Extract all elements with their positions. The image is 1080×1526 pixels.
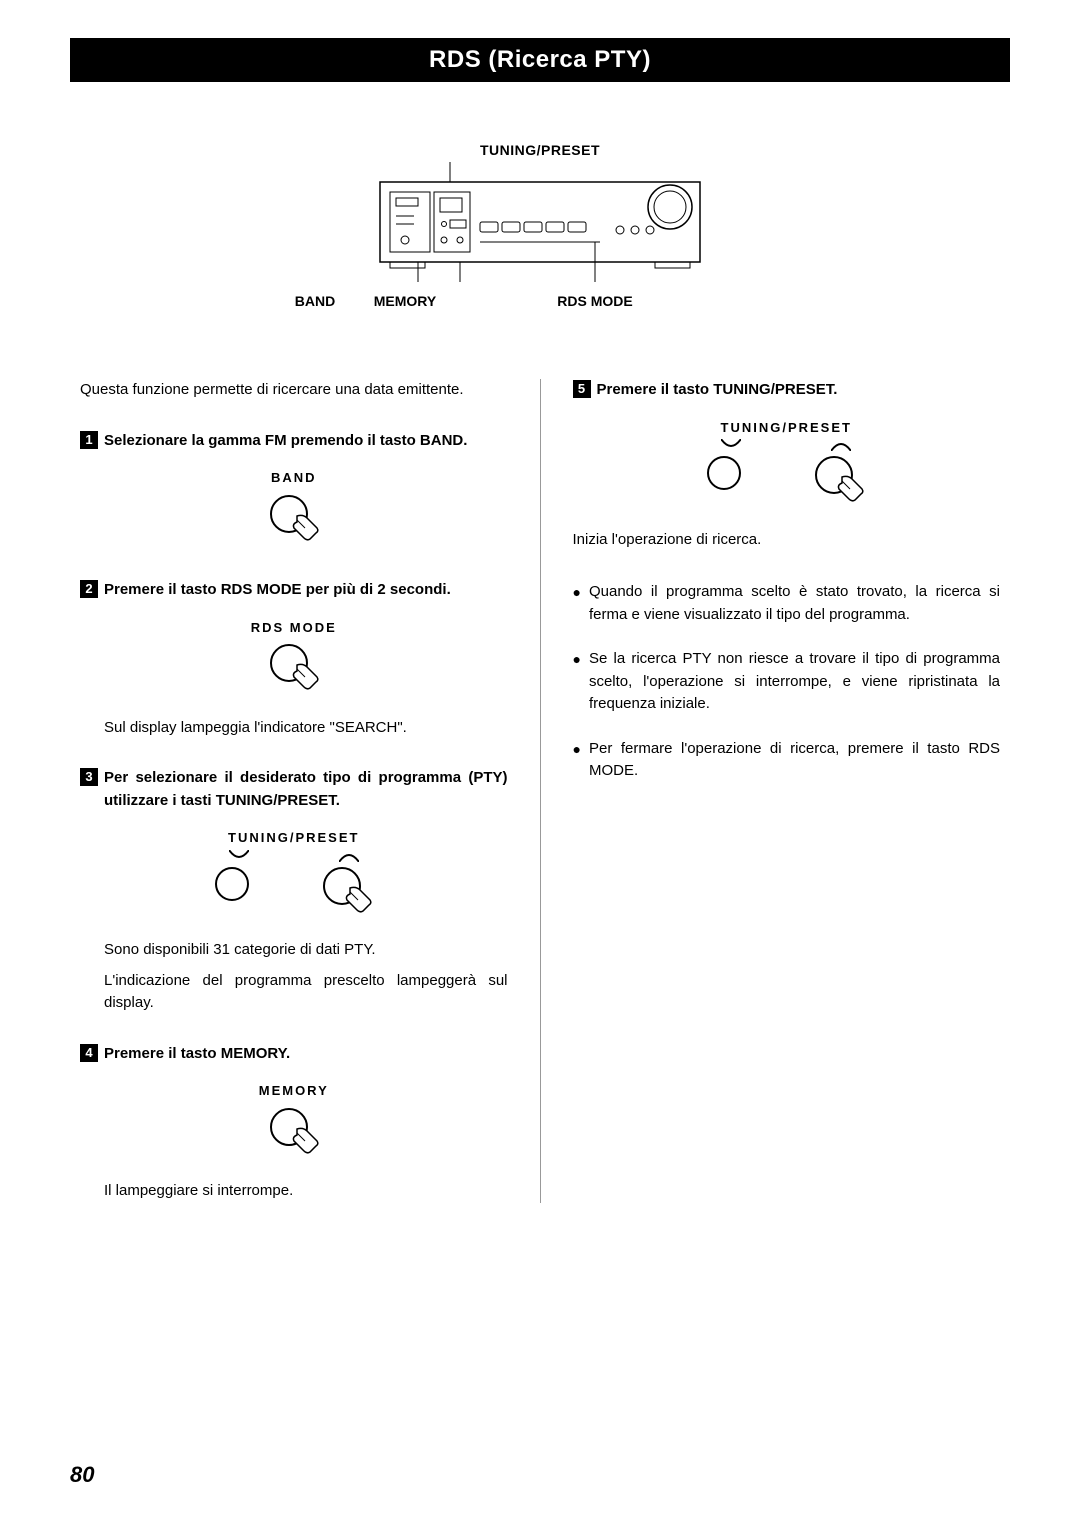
device-top-label: TUNING/PRESET: [70, 142, 1010, 158]
tuning-graphic-left: TUNING/PRESET: [80, 828, 508, 923]
step-4-after: Il lampeggiare si interrompe.: [80, 1180, 508, 1203]
tuning-label-right: TUNING/PRESET: [573, 418, 1001, 438]
tuning-graphic-right: TUNING/PRESET: [573, 418, 1001, 513]
label-band: BAND: [280, 293, 350, 309]
step-2: 2 Premere il tasto RDS MODE per più di 2…: [80, 579, 508, 739]
bullet-dot-icon: ●: [573, 581, 581, 626]
step-num-1: 1: [80, 431, 98, 449]
page-number: 80: [70, 1462, 94, 1488]
circle-button-icon: [214, 866, 250, 902]
press-hand-icon: [812, 455, 866, 513]
step-title-5: Premere il tasto TUNING/PRESET.: [597, 379, 1001, 402]
tuning-arrows-icon: [80, 850, 508, 862]
step-num-4: 4: [80, 1044, 98, 1062]
step-4: 4 Premere il tasto MEMORY. MEMORY Il lam…: [80, 1043, 508, 1203]
receiver-diagram-icon: [370, 162, 710, 282]
press-hand-icon: [267, 1144, 321, 1161]
intro-text: Questa funzione permette di ricercare un…: [80, 379, 508, 402]
step-title-2: Premere il tasto RDS MODE per più di 2 s…: [104, 579, 508, 602]
bullet-1-text: Quando il programma scelto è stato trova…: [589, 581, 1000, 626]
press-hand-icon: [320, 866, 374, 924]
step-num-5: 5: [573, 380, 591, 398]
rds-btn-label: RDS MODE: [80, 618, 508, 638]
bullet-dot-icon: ●: [573, 648, 581, 716]
step-title-4: Premere il tasto MEMORY.: [104, 1043, 508, 1066]
step-title-3: Per selezionare il desiderato tipo di pr…: [104, 767, 508, 812]
step-num-3: 3: [80, 768, 98, 786]
bullet-3-text: Per fermare l'operazione di ricerca, pre…: [589, 738, 1000, 783]
band-button-graphic: BAND: [80, 468, 508, 551]
bullet-1: ● Quando il programma scelto è stato tro…: [573, 581, 1001, 626]
left-column: Questa funzione permette di ricercare un…: [70, 379, 541, 1203]
right-column: 5 Premere il tasto TUNING/PRESET. TUNING…: [541, 379, 1011, 1203]
bullet-2: ● Se la ricerca PTY non riesce a trovare…: [573, 648, 1001, 716]
bullet-list: ● Quando il programma scelto è stato tro…: [573, 581, 1001, 783]
page-title-bar: RDS (Ricerca PTY): [70, 38, 1010, 82]
rds-button-graphic: RDS MODE: [80, 618, 508, 701]
tuning-label-left: TUNING/PRESET: [80, 828, 508, 848]
label-rds-mode: RDS MODE: [540, 293, 650, 309]
memory-button-graphic: MEMORY: [80, 1081, 508, 1164]
press-hand-icon: [267, 531, 321, 548]
step-2-after: Sul display lampeggia l'indicatore "SEAR…: [80, 717, 508, 740]
step-5-after: Inizia l'operazione di ricerca.: [573, 529, 1001, 552]
label-memory: MEMORY: [360, 293, 450, 309]
circle-button-icon: [706, 455, 742, 491]
memory-btn-label: MEMORY: [80, 1081, 508, 1101]
device-diagram: TUNING/PRESET: [70, 142, 1010, 309]
bullet-3: ● Per fermare l'operazione di ricerca, p…: [573, 738, 1001, 783]
step-3-after1: Sono disponibili 31 categorie di dati PT…: [80, 939, 508, 962]
content-columns: Questa funzione permette di ricercare un…: [70, 379, 1010, 1203]
tuning-arrows-icon: [573, 439, 1001, 451]
press-hand-icon: [267, 680, 321, 697]
band-btn-label: BAND: [80, 468, 508, 488]
bullet-2-text: Se la ricerca PTY non riesce a trovare i…: [589, 648, 1000, 716]
step-3: 3 Per selezionare il desiderato tipo di …: [80, 767, 508, 1015]
device-bottom-labels: BAND MEMORY RDS MODE: [70, 293, 1010, 309]
step-1: 1 Selezionare la gamma FM premendo il ta…: [80, 430, 508, 552]
page-title: RDS (Ricerca PTY): [429, 46, 651, 73]
step-5: 5 Premere il tasto TUNING/PRESET. TUNING…: [573, 379, 1001, 551]
bullet-dot-icon: ●: [573, 738, 581, 783]
step-title-1: Selezionare la gamma FM premendo il tast…: [104, 430, 508, 453]
step-num-2: 2: [80, 580, 98, 598]
step-3-after2: L'indicazione del programma prescelto la…: [80, 970, 508, 1015]
